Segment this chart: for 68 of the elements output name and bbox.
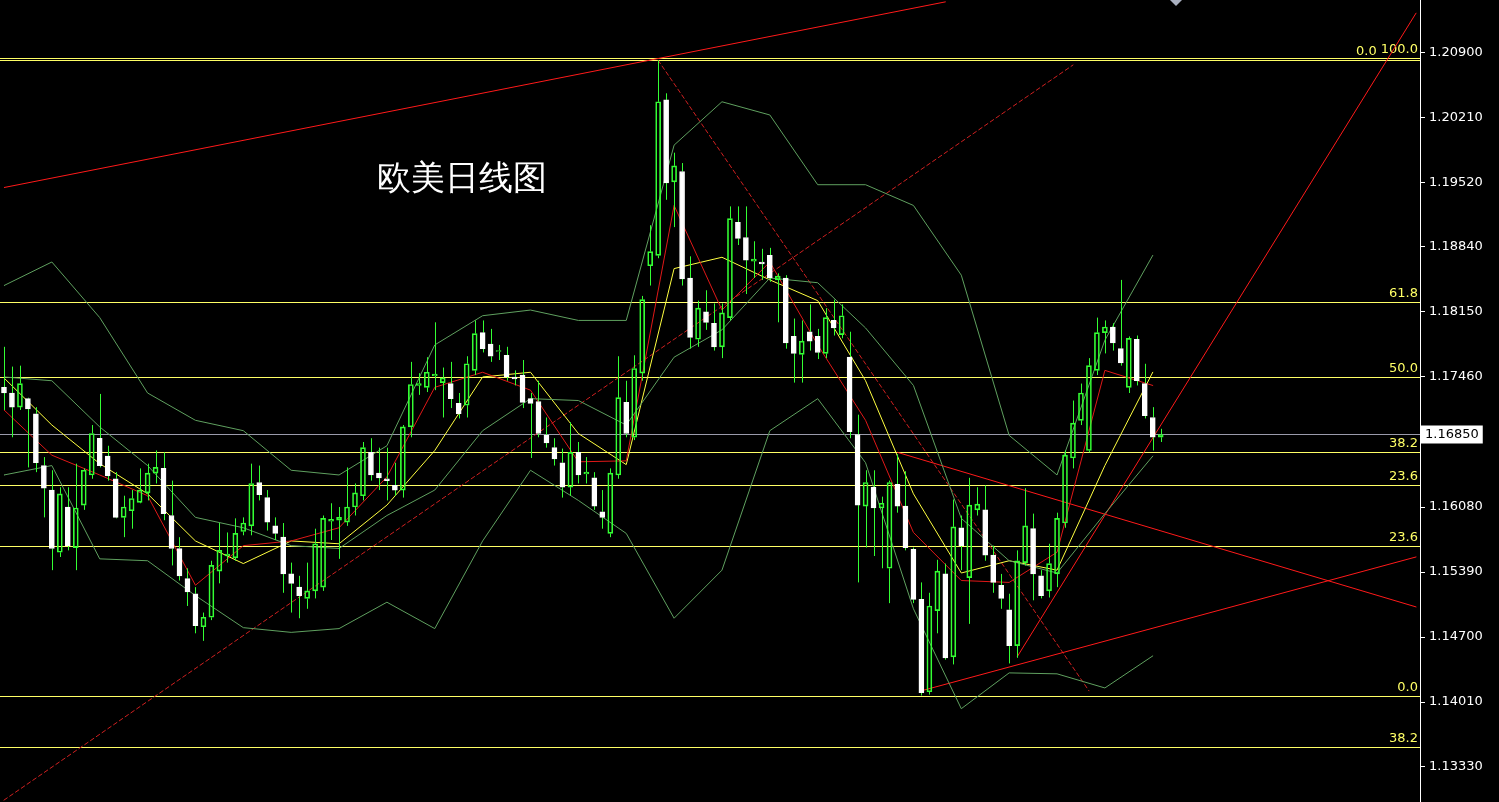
y-tick-label: 1.13330	[1429, 757, 1483, 773]
candlestick	[782, 274, 789, 350]
candlestick	[392, 462, 398, 497]
y-tick-label: 1.19520	[1429, 174, 1483, 190]
candlestick	[591, 471, 598, 511]
candlestick	[767, 247, 773, 283]
candlestick	[814, 328, 821, 360]
candlestick	[990, 545, 997, 594]
candlestick	[296, 575, 302, 619]
candlestick	[735, 205, 741, 246]
candlestick	[376, 447, 382, 491]
candlestick	[288, 562, 295, 614]
candlestick	[49, 469, 55, 571]
candlestick	[1030, 513, 1036, 601]
annotation: 38.2	[1389, 730, 1418, 746]
y-tick-label: 1.18840	[1429, 238, 1483, 254]
candlestick	[96, 393, 103, 468]
candlestick	[958, 515, 965, 571]
candlestick	[272, 516, 279, 541]
annotation: 0.0	[1397, 679, 1418, 695]
annotation: 61.8	[1389, 285, 1418, 301]
annotation: 38.2	[1389, 435, 1418, 451]
y-tick-label: 1.17460	[1429, 368, 1483, 384]
y-tick-label: 1.20210	[1429, 109, 1483, 125]
y-tick-label: 1.18150	[1429, 303, 1483, 319]
candlestick	[703, 289, 709, 331]
ref-line-label: 1.16850	[1425, 425, 1479, 441]
y-tick-label: 1.14010	[1429, 693, 1483, 709]
candlestick	[623, 380, 630, 438]
y-tick-label: 1.16080	[1429, 498, 1483, 514]
candlestick	[384, 447, 390, 501]
annotation: 50.0	[1389, 360, 1418, 376]
candlestick	[679, 162, 685, 287]
annotation: 23.6	[1389, 468, 1418, 484]
candlestick	[64, 486, 71, 551]
candlestick	[998, 573, 1005, 610]
candlestick	[599, 489, 606, 530]
y-tick-label: 1.14700	[1429, 628, 1483, 644]
candlestick	[790, 318, 797, 384]
candlestick	[104, 445, 111, 482]
candlestick	[743, 205, 749, 295]
candlestick	[264, 489, 271, 532]
candlestick	[1141, 363, 1148, 419]
candlestick	[33, 406, 39, 473]
candlestick	[1006, 593, 1012, 664]
candlestick	[711, 302, 717, 352]
candlestick	[806, 303, 813, 352]
candlestick	[663, 92, 669, 201]
annotation: 23.6	[1389, 529, 1418, 545]
candlestick	[256, 465, 263, 501]
candlestick	[1110, 322, 1116, 352]
candlestick	[527, 392, 534, 459]
candlestick	[25, 398, 31, 468]
y-tick-label: 1.20900	[1429, 44, 1483, 60]
candlestick	[280, 522, 287, 594]
candlestick	[687, 255, 693, 350]
candlestick	[41, 456, 47, 518]
candlestick	[1149, 406, 1156, 451]
candlestick	[447, 361, 454, 409]
candlestick	[1118, 279, 1124, 367]
annotation: 0.0	[1356, 43, 1377, 59]
candlestick	[982, 484, 989, 562]
y-tick-label: 1.15390	[1429, 563, 1483, 579]
candlestick	[1, 346, 7, 411]
text: 欧美日线图	[377, 158, 547, 196]
candlestick	[9, 366, 15, 438]
candlestick	[455, 392, 462, 419]
candlestick	[368, 437, 374, 482]
